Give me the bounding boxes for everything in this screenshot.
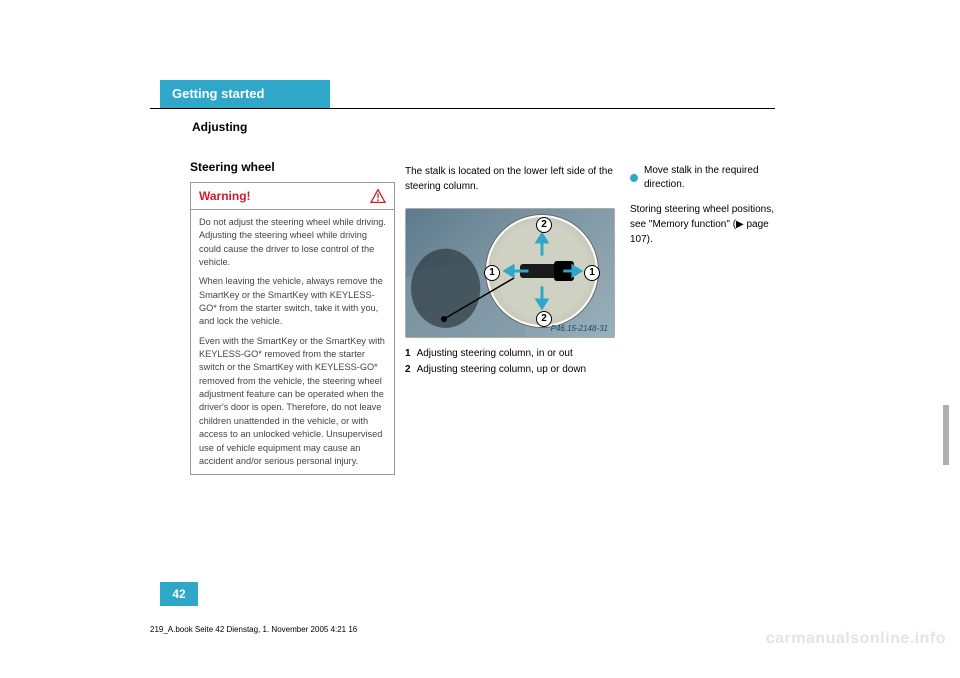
section-title: Adjusting [192,120,247,134]
header-rule [150,108,775,109]
manual-page: Getting started Adjusting Steering wheel… [0,0,960,678]
badge-1-right: 1 [584,265,600,281]
bullet-text: Move stalk in the required direction. [644,164,790,192]
column-1: Steering wheel Warning! Do not adjust th… [190,160,390,475]
pointer-line [436,272,526,327]
chapter-tab: Getting started [160,80,330,108]
footer-file-line: 219_A.book Seite 42 Dienstag, 1. Novembe… [150,625,790,634]
legend-text-2: Adjusting steering column, up or down [417,362,587,378]
steering-stalk-figure: 2 2 1 1 P46.15-2148-31 [405,208,615,338]
figure-legend: 1 Adjusting steering column, in or out 2… [405,346,615,378]
badge-2-bottom: 2 [536,311,552,327]
warning-p3: Even with the SmartKey or the SmartKey w… [199,335,386,468]
memory-note: Storing steering wheel positions, see "M… [630,202,790,247]
warning-header: Warning! [191,183,394,210]
figure-ref: P46.15-2148-31 [551,324,608,333]
legend-text-1: Adjusting steering column, in or out [417,346,573,362]
page-number: 42 [160,582,198,606]
legend-row-1: 1 Adjusting steering column, in or out [405,346,615,362]
bullet-dot-icon [630,174,638,182]
warning-title: Warning! [199,189,251,203]
column-2: The stalk is located on the lower left s… [405,160,615,378]
warning-box: Warning! Do not adjust the steering whee… [190,182,395,475]
column-3: Move stalk in the required direction. St… [630,160,790,247]
subhead-steering-wheel: Steering wheel [190,160,390,174]
warning-p1: Do not adjust the steering wheel while d… [199,216,386,269]
legend-row-2: 2 Adjusting steering column, up or down [405,362,615,378]
warning-p2: When leaving the vehicle, always remove … [199,275,386,328]
page-header: Getting started Adjusting [0,0,960,135]
legend-num-1: 1 [405,346,411,362]
watermark: carmanualsonline.info [766,630,946,648]
thumb-index-tab [943,405,949,465]
stalk-location-text: The stalk is located on the lower left s… [405,164,615,194]
warning-triangle-icon [370,189,386,203]
instruction-bullet: Move stalk in the required direction. [630,164,790,192]
legend-num-2: 2 [405,362,411,378]
warning-body: Do not adjust the steering wheel while d… [191,210,394,474]
badge-2-top: 2 [536,217,552,233]
